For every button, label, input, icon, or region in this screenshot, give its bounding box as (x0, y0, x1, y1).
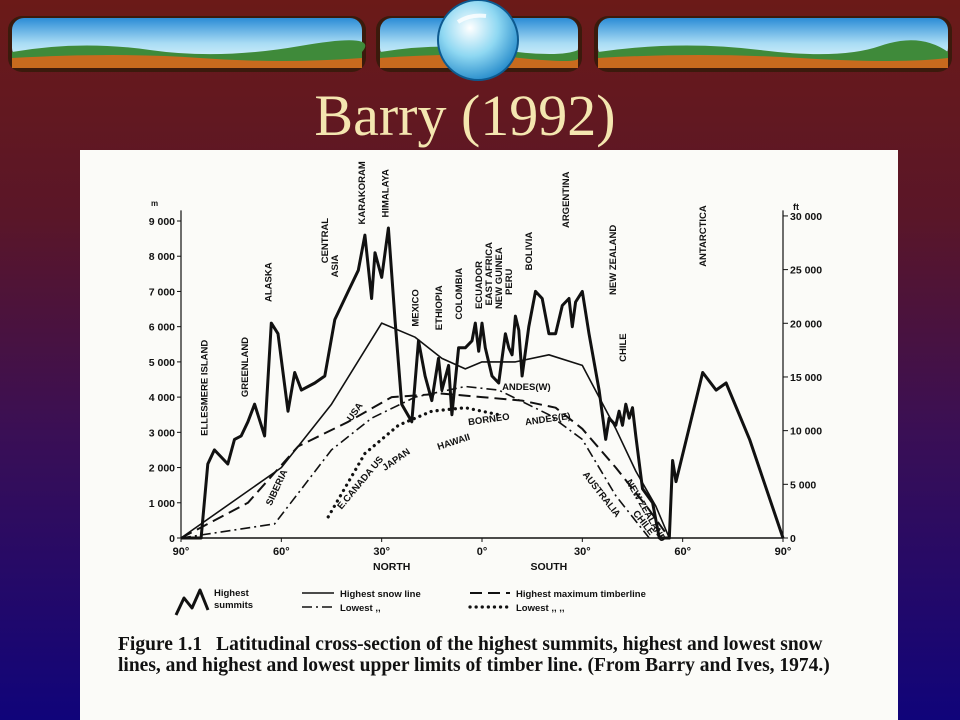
globe-orb-icon (437, 0, 519, 81)
figure-number: Figure 1.1 (118, 634, 203, 655)
y-right-tick-label: 5 000 (790, 479, 816, 491)
annotation-label: MEXICO (410, 289, 421, 326)
annotation-label: USA (345, 401, 366, 424)
banner-panel-left (8, 16, 366, 72)
series-line-snow-low (180, 385, 650, 539)
annotation-label: SIBERIA (264, 468, 290, 508)
annotation-label: JAPAN (380, 446, 412, 473)
chart-axes: m ft 0 1 000 2 000 3 000 4 000 5 000 6 000 7 000 8… (149, 199, 823, 573)
series-line-summits (181, 226, 785, 540)
annotation-label: EAST AFRICA (484, 242, 495, 306)
legend-label-timber-low: Lowest ,, ,, (516, 603, 565, 614)
series-line-snow-high (180, 322, 671, 539)
legend-symbol-summits (174, 588, 210, 616)
decorative-banner (8, 0, 952, 81)
annotation-label: CENTRAL (320, 218, 331, 264)
y-left-tick-label: 5 000 (149, 357, 175, 369)
annotation-label: NEW GUINEA (494, 247, 505, 309)
banner-panel-right (594, 16, 952, 72)
legend-label-snow-high: Highest snow line (340, 589, 421, 600)
y-left-tick-label: 6 000 (149, 322, 175, 334)
y-right-tick-label: 15 000 (790, 372, 822, 384)
annotation-label: ALASKA (263, 262, 274, 302)
y-left-tick-label: 8 000 (149, 251, 175, 263)
y-right-tick-label: 25 000 (790, 265, 822, 277)
y-left-tick-label: 4 000 (149, 392, 175, 404)
legend-label-timber-high: Highest maximum timberline (516, 589, 646, 600)
figure-panel: m ft 0 1 000 2 000 3 000 4 000 5 000 6 000 7 000 8… (80, 150, 898, 720)
annotation-label: ECUADOR (474, 261, 485, 309)
y-right-unit-label: ft (793, 202, 799, 212)
annotation-label: GREENLAND (240, 337, 251, 397)
x-tick-label: 30° (373, 546, 390, 558)
annotation-label: NEW ZEALAND (608, 225, 619, 295)
y-left-tick-label: 2 000 (149, 463, 175, 475)
annotation-label: PERU (504, 268, 515, 295)
y-right-tick-label: 10 000 (790, 426, 822, 438)
annotation-label: ANTARCTICA (698, 205, 709, 267)
annotation-label: E.CANADA US (335, 454, 386, 511)
figure-caption: Figure 1.1 Latitudinal cross-section of t… (118, 634, 858, 676)
annotation-label: ASIA (330, 255, 341, 278)
annotation-label: ETHIOPIA (434, 285, 445, 330)
y-right-tick-label: 30 000 (790, 211, 822, 223)
series-line-timber-high (180, 392, 671, 539)
legend-label-snow-low: Lowest ,, (340, 603, 381, 614)
hemisphere-label: SOUTH (531, 561, 568, 573)
y-left-tick-label: 1 000 (149, 498, 175, 510)
chart-series (180, 226, 785, 540)
chart-annotations: ELLESMERE ISLAND GREENLAND ALASKA CENTRALAS… (200, 161, 709, 544)
x-tick-label: 0° (477, 546, 488, 558)
annotation-label: ELLESMERE ISLAND (200, 340, 211, 436)
latitude-elevation-chart: m ft 0 1 000 2 000 3 000 4 000 5 000 6 000 7 000 8… (149, 161, 823, 616)
annotation-label: ARGENTINA (561, 171, 572, 228)
y-left-tick-label: 9 000 (149, 216, 175, 228)
annotation-label: ANDES(W) (502, 382, 551, 393)
annotation-label: COLOMBIA (454, 268, 465, 320)
annotation-label: HIMALAYA (380, 169, 391, 218)
figure-caption-text: Latitudinal cross-section of the highest… (118, 634, 830, 676)
x-tick-label: 60° (674, 546, 691, 558)
series-line-timber-low (326, 406, 501, 519)
y-left-unit-label: m (151, 199, 158, 208)
legend-label-summits: Highest (214, 588, 250, 599)
annotation-label: KARAKORAM (357, 161, 368, 224)
x-tick-label: 30° (574, 546, 591, 558)
x-tick-label: 60° (273, 546, 290, 558)
y-left-tick-label: 0 (169, 533, 175, 545)
y-left-tick-label: 3 000 (149, 427, 175, 439)
annotation-label: BORNEO (468, 412, 511, 429)
x-tick-label: 90° (775, 546, 792, 558)
legend-label-summits-2: summits (214, 600, 253, 611)
annotation-label: BOLIVIA (524, 232, 535, 271)
annotation-label: CHILE (618, 333, 629, 362)
y-right-tick-label: 20 000 (790, 318, 822, 330)
y-left-tick-label: 7 000 (149, 286, 175, 298)
slide-title: Barry (1992) (314, 83, 616, 148)
y-right-tick-label: 0 (790, 533, 796, 545)
hemisphere-label: NORTH (373, 561, 410, 573)
annotation-label: HAWAII (436, 432, 472, 453)
x-tick-label: 90° (173, 546, 190, 558)
